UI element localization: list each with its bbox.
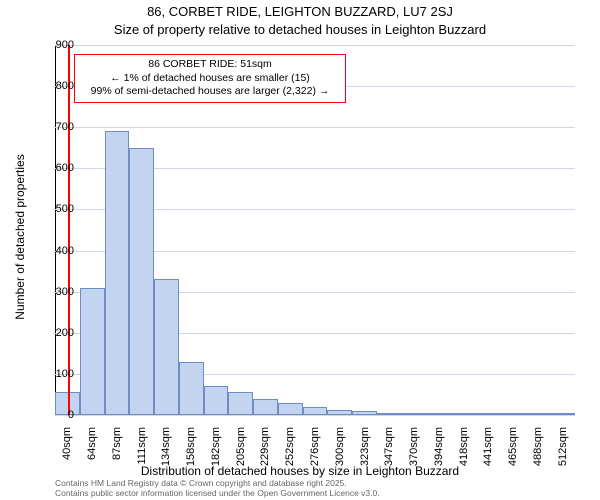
x-tick-label: 182sqm: [210, 427, 222, 477]
y-tick-label: 400: [34, 245, 74, 257]
y-tick-label: 900: [34, 39, 74, 51]
x-tick-label: 347sqm: [383, 427, 395, 477]
histogram-bar: [105, 131, 130, 415]
x-tick-label: 158sqm: [185, 427, 197, 477]
histogram-bar: [80, 288, 105, 415]
x-tick-label: 465sqm: [507, 427, 519, 477]
grid-line: [55, 45, 575, 46]
histogram-bar: [352, 411, 377, 415]
annotation-line-1: 86 CORBET RIDE: 51sqm: [81, 58, 339, 72]
histogram-bar: [426, 413, 451, 415]
grid-line: [55, 415, 575, 416]
annotation-line-2: ← 1% of detached houses are smaller (15): [81, 72, 339, 86]
footer-attribution: Contains HM Land Registry data © Crown c…: [55, 478, 380, 498]
y-tick-label: 600: [34, 162, 74, 174]
x-tick-label: 323sqm: [359, 427, 371, 477]
x-tick-label: 418sqm: [458, 427, 470, 477]
y-tick-label: 800: [34, 80, 74, 92]
histogram-bar: [501, 413, 526, 415]
histogram-bar: [402, 413, 427, 415]
histogram-bar: [476, 413, 501, 415]
y-tick-label: 500: [34, 203, 74, 215]
histogram-bar: [303, 407, 328, 415]
annotation-box: 86 CORBET RIDE: 51sqm ← 1% of detached h…: [74, 54, 346, 103]
histogram-bar: [278, 403, 303, 415]
x-tick-label: 300sqm: [334, 427, 346, 477]
y-tick-label: 700: [34, 121, 74, 133]
grid-line: [55, 127, 575, 128]
histogram-bar: [327, 410, 352, 415]
histogram-bar: [228, 392, 253, 415]
reference-line: [68, 45, 70, 415]
x-tick-label: 370sqm: [408, 427, 420, 477]
chart-container: 86, CORBET RIDE, LEIGHTON BUZZARD, LU7 2…: [0, 0, 600, 500]
y-axis-line: [55, 45, 56, 415]
y-axis-label: Number of detached properties: [13, 137, 27, 337]
histogram-bar: [377, 413, 402, 415]
footer-line-2: Contains public sector information licen…: [55, 488, 380, 498]
histogram-bar: [253, 399, 278, 415]
histogram-bar: [451, 413, 476, 415]
annotation-line-3: 99% of semi-detached houses are larger (…: [81, 85, 339, 99]
x-tick-label: 252sqm: [284, 427, 296, 477]
x-tick-label: 134sqm: [160, 427, 172, 477]
x-tick-label: 512sqm: [557, 427, 569, 477]
y-tick-label: 100: [34, 368, 74, 380]
x-tick-label: 276sqm: [309, 427, 321, 477]
x-tick-label: 87sqm: [111, 427, 123, 477]
histogram-bar: [154, 279, 179, 415]
histogram-bar: [129, 148, 154, 415]
x-tick-label: 441sqm: [482, 427, 494, 477]
footer-line-1: Contains HM Land Registry data © Crown c…: [55, 478, 380, 488]
y-tick-label: 0: [34, 409, 74, 421]
x-tick-label: 64sqm: [86, 427, 98, 477]
y-tick-label: 200: [34, 327, 74, 339]
x-tick-label: 394sqm: [433, 427, 445, 477]
x-tick-label: 40sqm: [61, 427, 73, 477]
title-address: 86, CORBET RIDE, LEIGHTON BUZZARD, LU7 2…: [0, 4, 600, 19]
title-subtitle: Size of property relative to detached ho…: [0, 22, 600, 37]
histogram-bar: [204, 386, 229, 415]
histogram-bar: [179, 362, 204, 415]
histogram-bar: [525, 413, 550, 415]
x-tick-label: 111sqm: [136, 427, 148, 477]
histogram-bar: [550, 413, 575, 415]
x-tick-label: 205sqm: [235, 427, 247, 477]
x-tick-label: 488sqm: [532, 427, 544, 477]
y-tick-label: 300: [34, 286, 74, 298]
x-tick-label: 229sqm: [259, 427, 271, 477]
